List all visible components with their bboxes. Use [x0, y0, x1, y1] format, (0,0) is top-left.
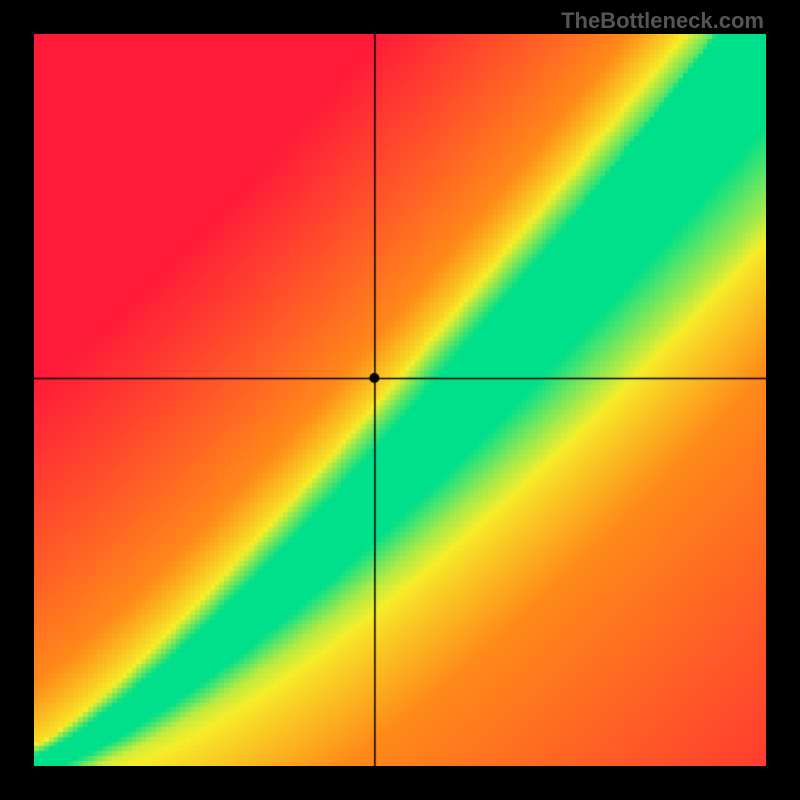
bottleneck-heatmap — [34, 34, 766, 766]
watermark-text: TheBottleneck.com — [561, 8, 764, 34]
chart-stage: TheBottleneck.com — [0, 0, 800, 800]
